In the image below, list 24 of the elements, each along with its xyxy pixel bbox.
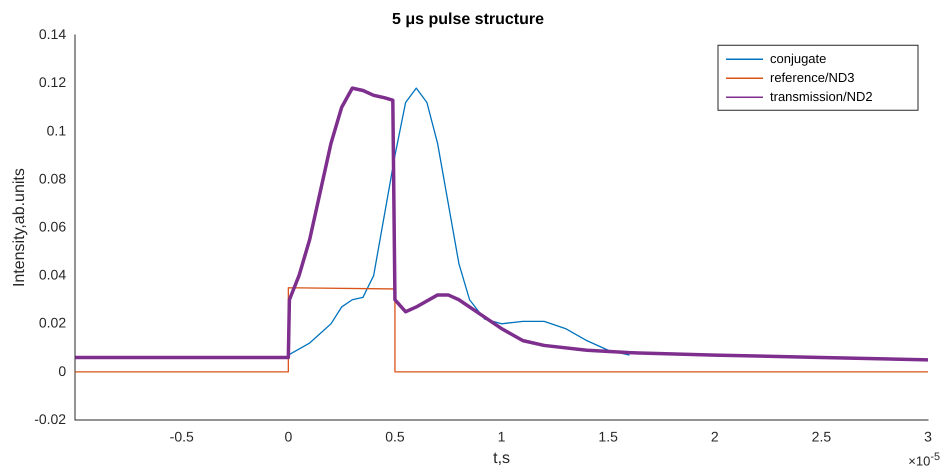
x-tick-label: 1.5 bbox=[598, 428, 618, 444]
text: ×10$^{-5}$ bbox=[908, 450, 940, 468]
chart-title: 5 μs pulse structure bbox=[392, 11, 544, 28]
y-tick-label: 0.12 bbox=[38, 74, 66, 90]
x-tick-label: 0.5 bbox=[385, 428, 405, 444]
x-tick-label: 3 bbox=[924, 428, 932, 444]
x-tick-label: 1 bbox=[498, 428, 506, 444]
legend-label: conjugate bbox=[770, 50, 826, 66]
y-tick-label: 0.08 bbox=[38, 170, 66, 186]
legend-label: reference/ND3 bbox=[770, 70, 855, 85]
y-tick-label: 0.06 bbox=[38, 218, 66, 234]
y-tick-label: 0.02 bbox=[38, 314, 66, 331]
y-axis-title: Intensity,ab.units bbox=[11, 168, 28, 288]
y-tick-label: 0 bbox=[58, 362, 66, 379]
x-tick-label: -0.5 bbox=[170, 428, 194, 444]
y-tick-label: 0.14 bbox=[38, 26, 66, 42]
x-axis-title: t,s bbox=[493, 450, 510, 467]
x-tick-label: 2 bbox=[710, 428, 719, 444]
y-tick-label: 0.1 bbox=[46, 122, 66, 138]
y-tick-label: -0.02 bbox=[34, 410, 66, 427]
x-tick-label: 0 bbox=[284, 428, 292, 444]
x-tick-label: 2.5 bbox=[812, 428, 832, 444]
legend-label: transmission/ND2 bbox=[770, 88, 873, 104]
y-tick-label: 0.04 bbox=[38, 266, 66, 283]
